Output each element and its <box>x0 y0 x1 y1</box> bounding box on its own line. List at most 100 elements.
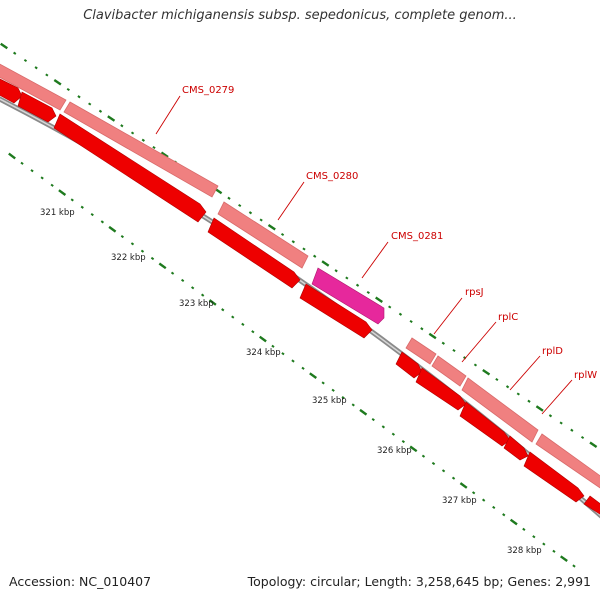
outer-tick <box>482 369 491 376</box>
inner-tick <box>509 518 518 526</box>
inner-tick <box>331 388 335 392</box>
outer-tick <box>88 102 92 106</box>
inner-tick <box>431 461 436 466</box>
outer-tick <box>452 348 456 353</box>
inner-tick <box>181 278 185 283</box>
inner-tick-ring <box>8 152 576 568</box>
inner-tick <box>20 161 24 165</box>
inner-tick <box>231 315 235 319</box>
inner-tick <box>70 198 74 202</box>
inner-tick <box>471 491 476 495</box>
gene-feature-rplW[interactable] <box>535 433 600 492</box>
gene-feature-rpsJ[interactable] <box>405 337 437 365</box>
outer-tick <box>152 145 156 150</box>
outer-tick <box>120 124 124 128</box>
outer-tick <box>160 151 169 158</box>
topology-summary: Topology: circular; Length: 3,258,645 bp… <box>247 574 591 589</box>
inner-tick <box>200 293 205 297</box>
inner-tick <box>522 527 526 531</box>
inner-tick <box>100 220 105 224</box>
gene-label-rplW[interactable]: rplW <box>574 370 597 381</box>
label-line-rplC <box>461 321 497 363</box>
gene-label-cms0280[interactable]: CMS_0280 <box>306 171 358 182</box>
inner-tick <box>451 476 456 480</box>
outer-tick <box>580 435 585 440</box>
gene-label-cms0281[interactable]: CMS_0281 <box>391 231 443 242</box>
outer-tick <box>291 240 295 244</box>
inner-tick <box>251 330 255 334</box>
gene-label-rplD[interactable]: rplD <box>542 346 563 357</box>
cds-feature-rplD[interactable] <box>459 401 511 447</box>
cds-feature-cms0282[interactable] <box>299 283 373 339</box>
outer-tick <box>375 296 383 303</box>
inner-tick <box>208 299 217 306</box>
cds-feature-rplB[interactable] <box>523 451 585 503</box>
inner-tick <box>90 212 94 217</box>
gene-label-cms0279[interactable]: CMS_0279 <box>182 85 234 96</box>
outer-tick <box>589 441 598 448</box>
inner-tick <box>459 482 468 489</box>
inner-tick <box>572 564 576 568</box>
inner-tick <box>281 352 285 356</box>
tick-label-328: 328 kbp <box>507 546 542 556</box>
outer-tick <box>34 66 38 70</box>
cds-feature-cms0280[interactable] <box>207 217 301 289</box>
outer-tick <box>248 211 253 215</box>
inner-tick <box>221 308 225 312</box>
inner-tick <box>371 417 375 422</box>
gene-feature-cms0278[interactable] <box>0 62 67 111</box>
outer-tick <box>13 51 17 55</box>
inner-tick <box>190 286 195 290</box>
gene-feature-cms0279[interactable] <box>63 101 219 198</box>
inner-tick <box>58 189 67 196</box>
inner-tick <box>271 344 275 348</box>
outer-tick <box>321 260 330 267</box>
cds-feature-cms0281[interactable] <box>311 267 385 325</box>
outer-tick <box>302 247 306 251</box>
gene-feature-rplD[interactable] <box>461 377 539 443</box>
inner-tick <box>158 262 167 270</box>
label-line-rplW <box>541 379 573 415</box>
gene-feature-cms0280[interactable] <box>217 201 309 269</box>
outer-tick <box>53 79 62 86</box>
outer-tick <box>505 385 510 389</box>
gene-feature-rplC[interactable] <box>431 355 467 387</box>
accession-text: Accession: NC_010407 <box>9 574 152 589</box>
cds-feature-rpsS[interactable] <box>583 495 600 518</box>
gene-labels: CMS_0279 CMS_0280 CMS_0281 rpsJ rplC rpl… <box>155 85 597 415</box>
outer-tick <box>130 131 135 135</box>
outer-tick <box>570 428 574 432</box>
outer-tick <box>398 312 403 316</box>
outer-tick <box>227 196 231 200</box>
label-line-rpsJ <box>433 297 463 335</box>
inner-tick <box>150 256 155 261</box>
outer-tick <box>366 290 370 295</box>
inner-tick <box>401 439 405 444</box>
tick-label-327: 327 kbp <box>442 496 477 506</box>
cds-feature-rplC[interactable] <box>415 367 467 411</box>
label-line-cms0281 <box>361 241 389 279</box>
tick-label-322: 322 kbp <box>111 253 146 263</box>
label-line-rplD <box>509 355 541 391</box>
cds-feature-2[interactable] <box>17 91 57 123</box>
cds-feature-rpsJ[interactable] <box>395 351 423 379</box>
inner-tick <box>80 205 84 209</box>
inner-tick <box>108 225 117 233</box>
inner-tick <box>359 408 368 416</box>
cds-feature-rplW[interactable] <box>503 435 529 461</box>
inner-tick <box>8 152 16 160</box>
inner-tick <box>532 535 536 539</box>
map-title: Clavibacter michiganensis subsp. sepedon… <box>83 8 517 23</box>
cds-feature-1[interactable] <box>0 76 23 104</box>
outer-tick-ring <box>0 42 598 448</box>
outer-tick <box>409 319 413 324</box>
cds-feature-cms0279[interactable] <box>53 113 207 223</box>
outer-tick <box>0 42 8 50</box>
outer-tick <box>77 95 81 99</box>
tick-label-323: 323 kbp <box>179 299 214 309</box>
outer-tick <box>548 414 553 418</box>
gene-label-rpsJ[interactable]: rpsJ <box>465 287 484 298</box>
gene-label-rplC[interactable]: rplC <box>498 312 518 323</box>
inner-tick <box>409 445 418 453</box>
